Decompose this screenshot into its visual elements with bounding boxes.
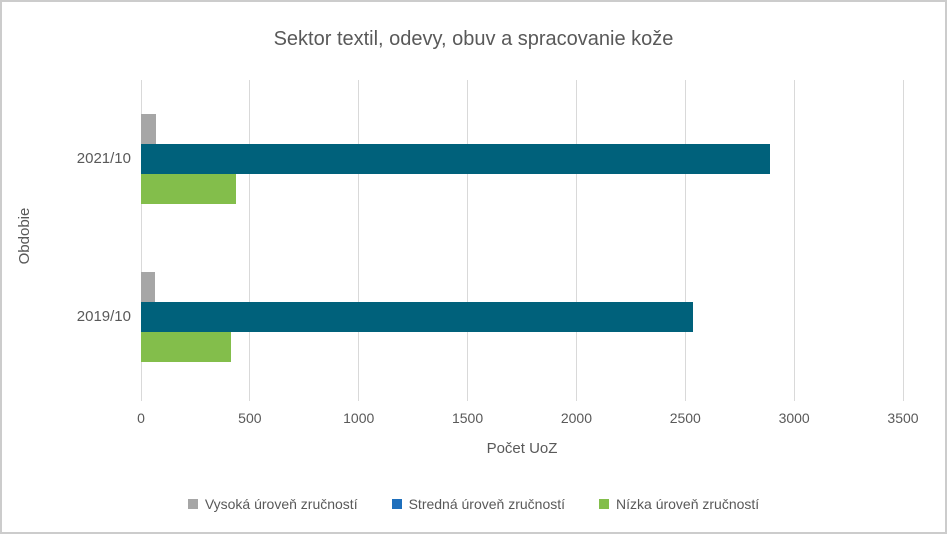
legend-swatch-icon: [391, 499, 402, 509]
gridline-3500: [902, 80, 904, 401]
legend-label: Vysoká úroveň zručností: [204, 496, 358, 512]
legend: Vysoká úroveň zručností Stredná úroveň zr…: [2, 496, 945, 512]
legend-item-1: Stredná úroveň zručností: [391, 496, 566, 512]
category-label-2019/10: 2019/10: [76, 308, 131, 325]
gridline-2000: [575, 80, 577, 401]
bar-2021/10-series-0: [141, 114, 157, 144]
bar-2019/10-series-2: [141, 332, 232, 362]
gridline-500: [249, 80, 251, 401]
bar-2019/10-series-0: [141, 272, 156, 302]
x-tick-label-3500: 3500: [887, 410, 919, 426]
x-tick-label-500: 500: [238, 410, 262, 426]
bar-2019/10-series-1: [141, 302, 693, 332]
x-tick-label-0: 0: [137, 410, 145, 426]
legend-item-0: Vysoká úroveň zručností: [187, 496, 358, 512]
legend-label: Stredná úroveň zručností: [408, 496, 566, 512]
legend-label: Nízka úroveň zručností: [616, 496, 760, 512]
bar-2021/10-series-2: [141, 174, 236, 204]
x-tick-label-2000: 2000: [560, 410, 592, 426]
chart-title: Sektor textil, odevy, obuv a spracovanie…: [273, 28, 674, 50]
gridline-1500: [467, 80, 469, 401]
x-tick-label-1500: 1500: [451, 410, 484, 426]
gridline-3000: [793, 80, 795, 401]
x-tick-label-1000: 1000: [343, 410, 375, 426]
legend-item-2: Nízka úroveň zručností: [599, 496, 759, 512]
legend-swatch-icon: [599, 499, 610, 509]
x-tick-label-3000: 3000: [778, 410, 810, 426]
gridline-0: [140, 80, 142, 401]
gridline-2500: [684, 80, 686, 401]
plot-area: [140, 80, 904, 401]
x-tick-label-2500: 2500: [669, 410, 701, 426]
gridline-1000: [358, 80, 360, 401]
bar-2021/10-series-1: [141, 144, 771, 174]
category-label-2021/10: 2021/10: [76, 150, 131, 167]
legend-swatch-icon: [187, 499, 198, 509]
x-axis-title: Počet UoZ: [486, 440, 558, 457]
